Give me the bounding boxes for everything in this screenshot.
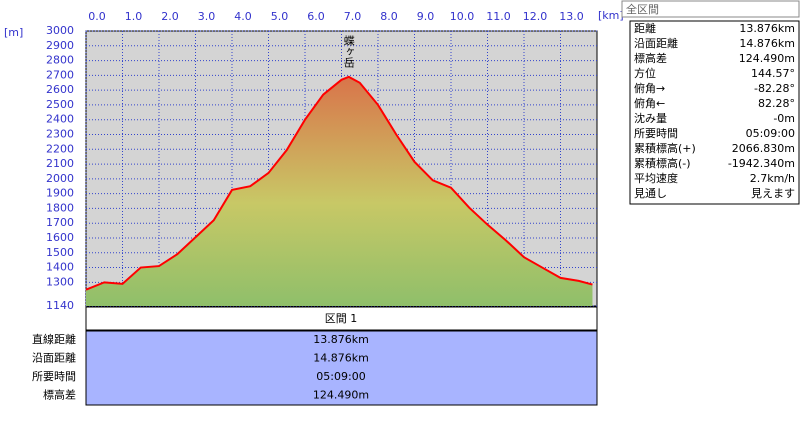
table-value: 13.876km xyxy=(313,333,369,346)
table-header: 区間 1 xyxy=(325,312,358,325)
panel-label: 俯角→ xyxy=(634,81,665,95)
table-label: 所要時間 xyxy=(32,370,76,383)
x-tick-label: 6.0 xyxy=(307,10,325,23)
side-panel: 全区間 距離 13.876km 沿面距離 14.876km 標高差 124.490m 方位 1… xyxy=(621,0,800,205)
y-tick-label: 2200 xyxy=(46,142,74,155)
y-tick-label: 1800 xyxy=(46,201,74,214)
y-tick-label: 1140 xyxy=(46,299,74,312)
y-tick-label: 2700 xyxy=(46,68,74,81)
x-tick-label: 1.0 xyxy=(125,10,143,23)
profile-area xyxy=(86,76,593,306)
panel-value: 05:09:00 xyxy=(746,127,795,140)
panel-label: 距離 xyxy=(634,21,656,35)
panel-title: 全区間 xyxy=(626,2,659,16)
x-tick-label: 12.0 xyxy=(523,10,548,23)
y-tick-label: 2400 xyxy=(46,113,74,126)
y-tick-label: 2500 xyxy=(46,98,74,111)
x-tick-label: 11.0 xyxy=(486,10,511,23)
panel-value: 14.876km xyxy=(739,37,795,50)
x-tick-label: 4.0 xyxy=(234,10,252,23)
y-tick-label: 2300 xyxy=(46,127,74,140)
table-header-box xyxy=(85,306,598,331)
panel-label: 所要時間 xyxy=(634,127,678,140)
y-tick-label: 2000 xyxy=(46,172,74,185)
panel-label: 累積標高(-) xyxy=(634,156,691,170)
x-tick-label: 10.0 xyxy=(450,10,475,23)
y-tick-label: 1600 xyxy=(46,231,74,244)
table-label: 沿面距離 xyxy=(32,351,76,365)
y-tick-label: 1300 xyxy=(46,275,74,288)
panel-value: -0m xyxy=(773,112,795,125)
x-tick-label: 9.0 xyxy=(417,10,435,23)
x-tick-label: 7.0 xyxy=(344,10,362,23)
x-tick-label: 0.0 xyxy=(88,10,106,23)
table-label: 直線距離 xyxy=(32,332,76,346)
y-unit: [m] xyxy=(4,26,23,39)
panel-value: 82.28° xyxy=(758,97,795,110)
x-tick-label: 13.0 xyxy=(559,10,584,23)
y-tick-label: 1700 xyxy=(46,216,74,229)
y-tick-label: 1900 xyxy=(46,187,74,200)
panel-table xyxy=(629,20,800,205)
panel-value: 2.7km/h xyxy=(750,172,795,185)
x-tick-label: 8.0 xyxy=(380,10,398,23)
panel-value: 124.490m xyxy=(739,52,795,65)
x-tick-label: 3.0 xyxy=(198,10,216,23)
panel-value: 144.57° xyxy=(751,67,795,80)
panel-label: 累積標高(+) xyxy=(634,141,696,155)
panel-value: -1942.340m xyxy=(728,157,795,170)
panel-label: 沈み量 xyxy=(634,111,667,125)
panel-label: 俯角← xyxy=(634,96,665,110)
y-tick-label: 2900 xyxy=(46,39,74,52)
x-tick-label: 2.0 xyxy=(161,10,179,23)
table-body xyxy=(85,330,598,406)
y-tick-label: 1400 xyxy=(46,261,74,274)
y-tick-label: 1500 xyxy=(46,246,74,259)
panel-label: 平均速度 xyxy=(634,171,678,185)
y-tick-label: 2100 xyxy=(46,157,74,170)
table-value: 05:09:00 xyxy=(316,370,365,383)
panel-title-box xyxy=(621,0,800,18)
x-tick-label: 5.0 xyxy=(271,10,289,23)
peak-label: 蝶ヶ岳 xyxy=(342,34,355,68)
panel-value: 見えます xyxy=(751,187,795,200)
panel-label: 沿面距離 xyxy=(634,36,678,50)
panel-label: 方位 xyxy=(634,66,656,80)
panel-value: 2066.830m xyxy=(732,142,795,155)
table-label: 標高差 xyxy=(43,388,76,402)
y-tick-label: 2800 xyxy=(46,54,74,67)
panel-label: 標高差 xyxy=(634,51,667,65)
profile-line xyxy=(85,75,593,291)
y-tick-label: 3000 xyxy=(46,24,74,37)
panel-label: 見通し xyxy=(634,187,667,200)
y-tick-label: 2600 xyxy=(46,83,74,96)
table-value: 124.490m xyxy=(313,389,369,402)
panel-value: -82.28° xyxy=(754,82,795,95)
table-value: 14.876km xyxy=(313,352,369,365)
panel-value: 13.876km xyxy=(739,22,795,35)
x-unit: [km] xyxy=(598,9,624,22)
